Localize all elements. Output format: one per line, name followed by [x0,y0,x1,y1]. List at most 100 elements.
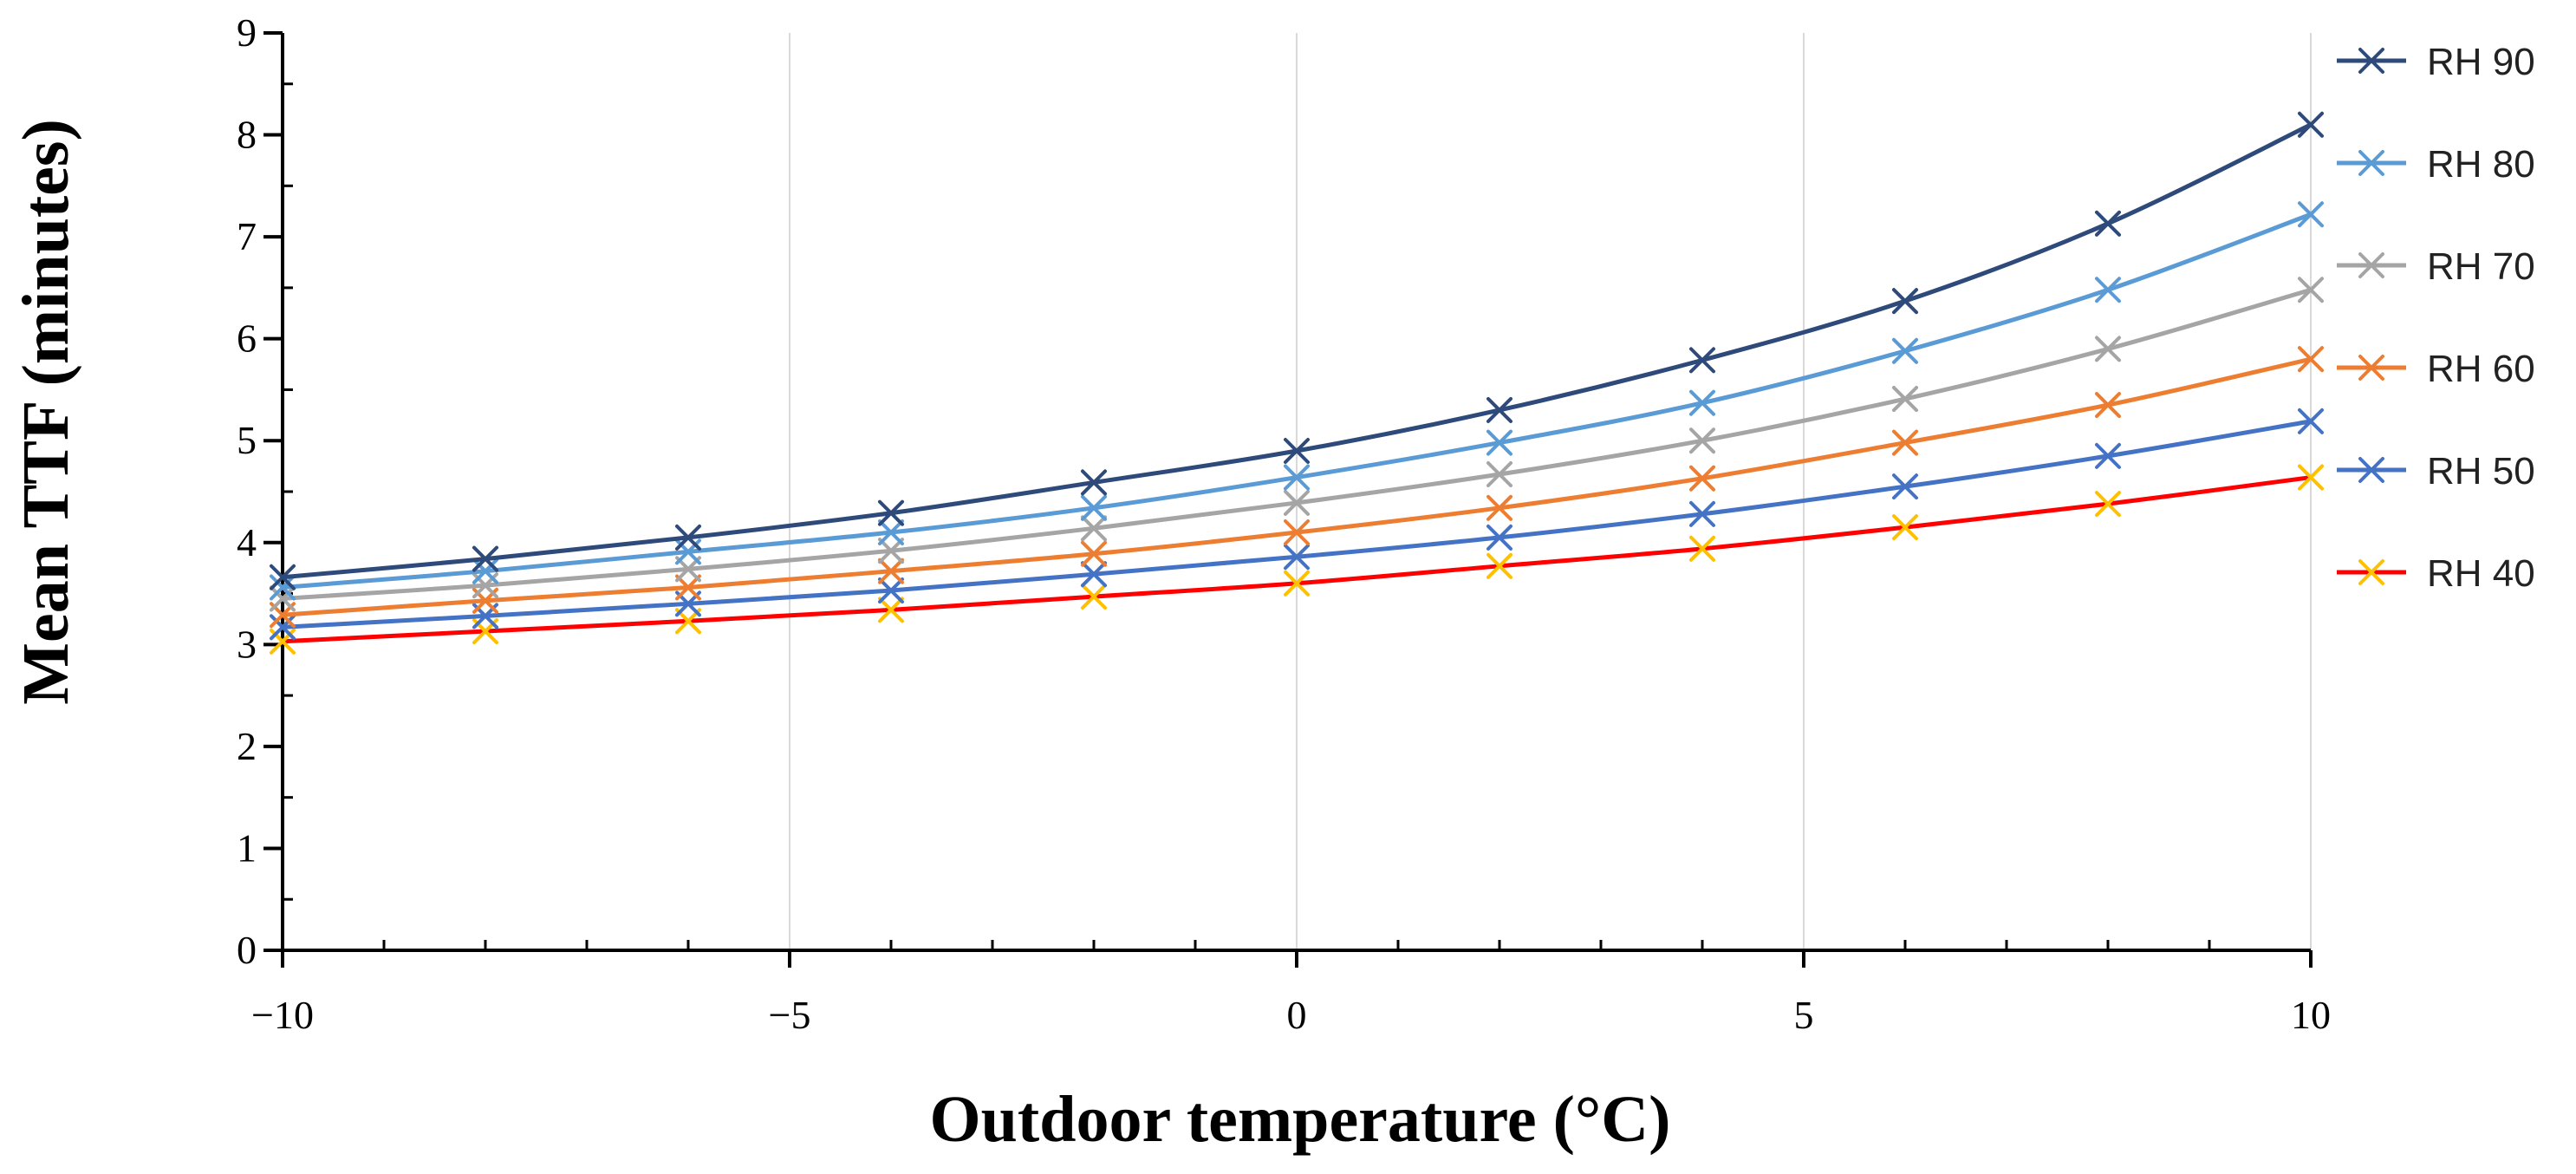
data-point [1284,570,1310,597]
data-point [1689,535,1715,562]
x-marker-stroke [2358,457,2384,483]
y-tick-label: 5 [237,418,257,462]
gridlines [789,33,2312,950]
series-rh-40 [270,464,2324,655]
data-point [270,585,296,612]
data-point [1081,540,1107,567]
data-point [1486,429,1512,456]
x-marker-stroke [2095,277,2121,303]
legend-label: RH 80 [2427,143,2535,186]
x-marker-stroke [2095,336,2121,362]
data-point [1689,389,1715,416]
data-point [2095,442,2121,469]
x-marker-stroke [1284,464,1310,491]
data-point [878,558,904,584]
x-marker-stroke [1486,524,1512,551]
x-marker-stroke [1689,347,1715,374]
x-marker-stroke [1689,427,1715,454]
y-tick-label: 3 [237,622,257,666]
x-marker-stroke [2298,201,2324,228]
x-marker-stroke [1892,288,1918,315]
data-point [270,574,296,601]
y-tick-label: 2 [237,724,257,768]
x-marker-stroke [1689,389,1715,416]
x-marker-stroke [1486,396,1512,423]
y-tick-label: 7 [237,214,257,258]
data-point [1689,465,1715,492]
y-tick-label: 4 [237,520,257,564]
x-marker-stroke [1689,500,1715,527]
data-point [675,524,701,551]
data-point [878,577,904,604]
data-point [2095,491,2121,518]
data-point [1284,464,1310,491]
legend-label: RH 90 [2427,41,2535,83]
x-marker-stroke [675,524,701,551]
legend-label: RH 50 [2427,450,2535,492]
x-marker-stroke [2298,111,2324,138]
series-rh-70 [270,277,2324,612]
y-tick-label: 9 [237,10,257,55]
data-point [1486,524,1512,551]
data-point [2298,408,2324,434]
data-point [1081,584,1107,610]
data-point [878,499,904,526]
data-point [1689,500,1715,527]
x-marker-stroke [1486,429,1512,456]
x-marker-stroke [270,585,296,612]
x-marker-stroke [878,499,904,526]
data-point [1892,473,1918,500]
data-point [878,597,904,623]
data-point [1486,461,1512,488]
series-rh-80 [270,201,2324,601]
x-marker-stroke [878,577,904,604]
x-marker-stroke [270,564,296,590]
y-tick-label: 0 [237,928,257,972]
data-point [1892,386,1918,413]
data-point [1284,489,1310,516]
x-marker-stroke [2298,464,2324,491]
x-marker-stroke [1081,561,1107,588]
data-point [1689,347,1715,374]
data-point [1284,544,1310,571]
x-marker-stroke [2095,442,2121,469]
data-point [1892,514,1918,541]
x-marker-stroke [2358,355,2384,381]
series-rh-90 [270,111,2324,590]
x-marker-stroke [1081,540,1107,567]
x-marker-stroke [1892,514,1918,541]
legend-item: RH 70 [2337,245,2535,288]
data-point [2298,111,2324,138]
data-point [270,564,296,590]
x-marker-stroke [1486,552,1512,579]
series-rh-60 [270,346,2324,629]
y-axis-title: Mean TTF (minutes) [10,119,82,705]
data-point [1486,552,1512,579]
x-marker-stroke [1689,535,1715,562]
data-point [1486,494,1512,521]
x-marker-stroke [878,597,904,623]
data-point [1284,437,1310,464]
data-point [1689,427,1715,454]
x-marker-stroke [1892,473,1918,500]
data-point [2095,336,2121,362]
x-marker-stroke [1081,469,1107,496]
data-point [1892,429,1918,456]
data-point [1892,337,1918,364]
x-marker-stroke [878,519,904,546]
x-marker-stroke [2095,210,2121,237]
legend-marker [2358,559,2384,585]
data-point [270,614,296,641]
x-tick-label: 0 [1287,993,1307,1037]
axes: 0 1 2 3 4 5 6 7 8 9 −10 −5 0 5 10 [237,10,2331,1037]
data-point [2298,201,2324,228]
x-marker-stroke [472,545,498,572]
legend-label: RH 70 [2427,245,2535,288]
x-marker-stroke [2298,346,2324,373]
x-marker-stroke [1284,437,1310,464]
data-point [878,538,904,564]
legend-item: RH 50 [2337,450,2535,492]
x-tick-label: −10 [251,993,314,1037]
data-point [1284,519,1310,546]
